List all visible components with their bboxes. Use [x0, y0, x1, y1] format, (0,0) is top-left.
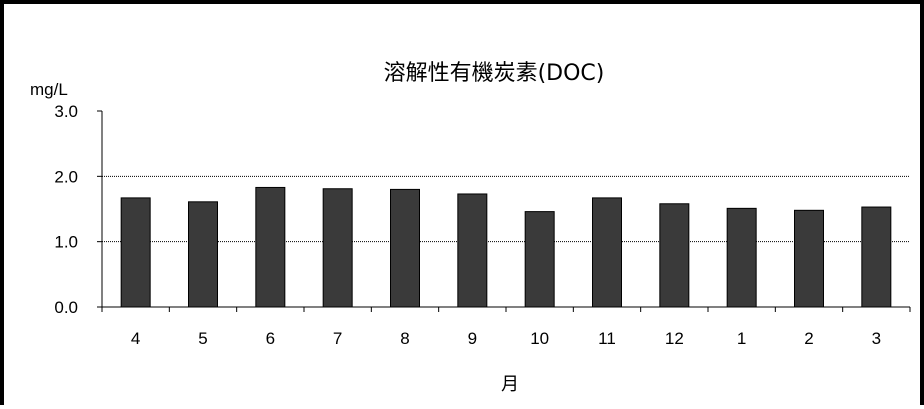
x-tick-label: 3 [872, 329, 881, 348]
x-tick-label: 5 [198, 329, 207, 348]
bar-2 [794, 209, 824, 308]
grid-lines [102, 175, 910, 243]
bar-4 [120, 197, 151, 308]
x-tick-label: 1 [737, 329, 746, 348]
x-tick-label: 10 [530, 329, 549, 348]
x-tick-labels: 4 5 6 7 8 9 10 11 12 1 2 3 [131, 329, 881, 348]
x-tick-label: 12 [665, 329, 684, 348]
bar-10 [524, 211, 555, 308]
chart-title: 溶解性有機炭素(DOC) [384, 61, 605, 86]
x-axis-title: 月 [501, 374, 519, 395]
y-tick-label: 2.0 [54, 167, 78, 186]
x-tick-label: 4 [131, 329, 140, 348]
x-tick-label: 8 [400, 329, 409, 348]
bar-12 [659, 203, 690, 308]
bar-3 [861, 206, 892, 308]
bar-6 [255, 186, 286, 308]
bar-7 [322, 188, 353, 308]
x-tick-label: 9 [468, 329, 477, 348]
bars [120, 186, 892, 308]
x-tick-label: 7 [333, 329, 342, 348]
y-tick-label: 0.0 [54, 298, 78, 317]
x-tick-label: 2 [804, 329, 813, 348]
y-tick-label: 1.0 [54, 233, 78, 252]
bar-9 [457, 193, 488, 308]
axes [97, 110, 911, 312]
y-axis-unit-label: mg/L [30, 80, 68, 99]
bar-11 [592, 197, 622, 308]
y-tick-label: 3.0 [54, 102, 78, 121]
bar-8 [390, 188, 420, 308]
x-tick-label: 11 [598, 329, 616, 348]
bar-chart: 溶解性有機炭素(DOC) mg/L 月 0.0 1.0 2.0 3.0 4 5 6 7 8 9 1… [30, 61, 911, 395]
y-tick-labels: 0.0 1.0 2.0 3.0 [54, 102, 78, 317]
bar-1 [726, 207, 757, 308]
bar-5 [188, 201, 218, 308]
x-tick-label: 6 [266, 329, 275, 348]
